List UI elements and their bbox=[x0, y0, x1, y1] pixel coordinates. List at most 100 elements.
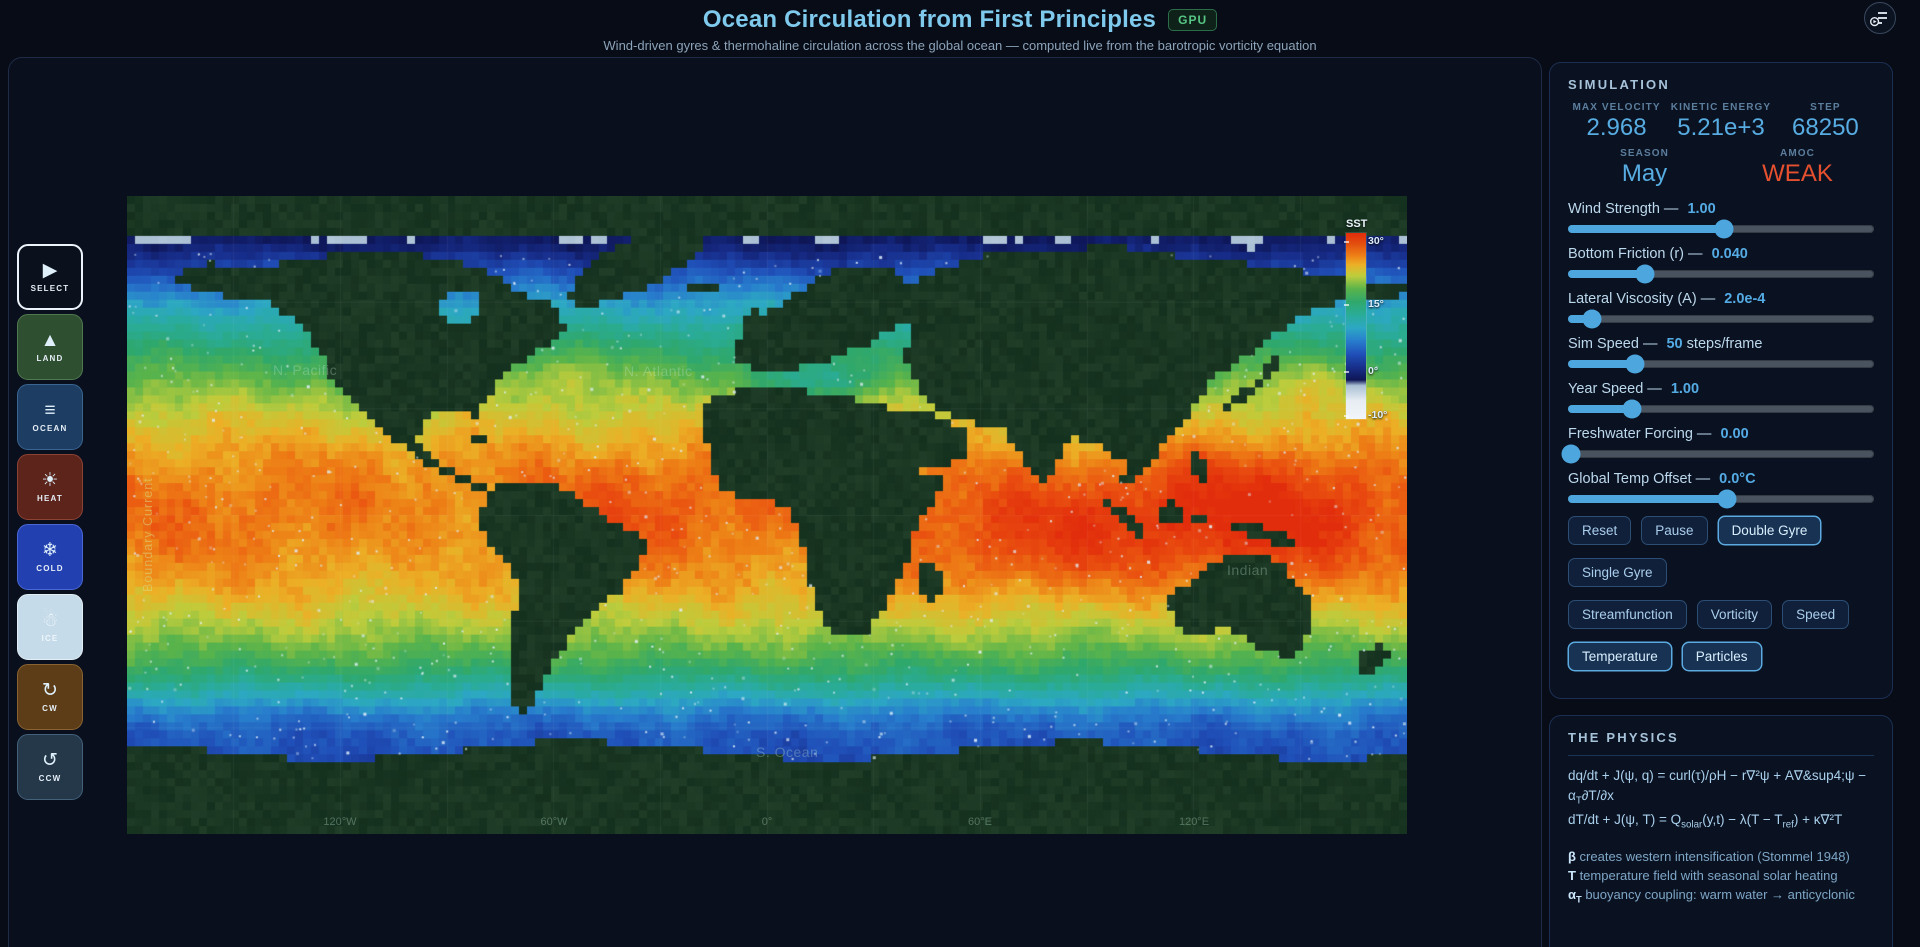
slider-label: Bottom Friction (r) — 0.040 bbox=[1568, 246, 1748, 262]
tool-label: COLD bbox=[36, 564, 64, 573]
page-title: Ocean Circulation from First Principles bbox=[702, 6, 1157, 33]
slider-thumb[interactable] bbox=[1717, 489, 1737, 509]
colorbar-tick-15: 15° bbox=[1344, 297, 1384, 310]
lon-tick-120-w: 120°W bbox=[323, 816, 357, 828]
tool-label: OCEAN bbox=[32, 424, 68, 433]
slider-label: Global Temp Offset — 0.0°C bbox=[1568, 471, 1756, 487]
spacer bbox=[1568, 833, 1874, 847]
simulation-panel-title: SIMULATION bbox=[1568, 77, 1670, 92]
physics-equation: dT/dt + J(ψ, T) = Qsolar(y,t) − λ(T − Tr… bbox=[1568, 811, 1843, 831]
stat-max-velocity: MAX VELOCITY 2.968 bbox=[1568, 102, 1665, 142]
slider-lateral-viscosity-a: Lateral Viscosity (A) — 2.0e-4 bbox=[1568, 291, 1874, 329]
single-gyre-button[interactable]: Single Gyre bbox=[1568, 558, 1667, 587]
tool-ice-button[interactable]: ☃ ICE bbox=[17, 594, 83, 660]
tool-land-button[interactable]: ▲ LAND bbox=[17, 314, 83, 380]
stat-amoc: AMOC WEAK bbox=[1721, 148, 1874, 188]
tool-label: CW bbox=[42, 704, 58, 713]
tool-cold-button[interactable]: ❄ COLD bbox=[17, 524, 83, 590]
slider-freshwater-forcing: Freshwater Forcing — 0.00 bbox=[1561, 426, 1874, 464]
slider-track[interactable] bbox=[1568, 399, 1874, 419]
simulation-panel: SIMULATION MAX VELOCITY 2.968 KINETIC EN… bbox=[1549, 62, 1893, 699]
stat-value: 2.968 bbox=[1586, 114, 1647, 141]
slider-thumb[interactable] bbox=[1625, 354, 1645, 374]
ocean-map[interactable]: N. Pacific N. Atlantic Indian S. Ocean Bound… bbox=[127, 196, 1407, 834]
slider-fill bbox=[1568, 315, 1593, 323]
map-label-n-atlantic: N. Atlantic bbox=[624, 363, 693, 379]
tool-label: CCW bbox=[38, 774, 62, 783]
slider-wind-strength: Wind Strength — 1.00 bbox=[1568, 201, 1874, 239]
map-label-indian: Indian bbox=[1227, 562, 1269, 578]
colorbar-tick-0: 0° bbox=[1343, 364, 1379, 377]
map-label-s-ocean: S. Ocean bbox=[756, 744, 819, 760]
tool-ocean-button[interactable]: ≡ OCEAN bbox=[17, 384, 83, 450]
slider-track[interactable] bbox=[1568, 264, 1874, 284]
particles-button[interactable]: Particles bbox=[1681, 642, 1762, 671]
streamfunction-button[interactable]: Streamfunction bbox=[1568, 600, 1687, 629]
tool-ccw-button[interactable]: ↺ CCW bbox=[17, 734, 83, 800]
temperature-button[interactable]: Temperature bbox=[1568, 642, 1672, 671]
slider-track[interactable] bbox=[1568, 309, 1874, 329]
ocean-lines-icon: ≡ bbox=[44, 400, 56, 421]
tool-select-button[interactable]: ▶ SELECT bbox=[17, 244, 83, 310]
button-group: Reset Pause Double Gyre Single Gyre Streamfu… bbox=[1568, 516, 1874, 671]
colorbar-tick-30: 30° bbox=[1344, 234, 1384, 247]
slider-fill bbox=[1568, 405, 1633, 413]
slider-thumb[interactable] bbox=[1561, 444, 1581, 464]
pause-button[interactable]: Pause bbox=[1641, 516, 1708, 545]
stat-value: May bbox=[1621, 160, 1668, 187]
stat-value: 5.21e+3 bbox=[1677, 114, 1765, 141]
slider-thumb[interactable] bbox=[1714, 219, 1734, 239]
slider-fill bbox=[1568, 360, 1636, 368]
physics-note: αT buoyancy coupling: warm water → antic… bbox=[1568, 887, 1855, 905]
slider-track[interactable] bbox=[1568, 489, 1874, 509]
slider-bottom-friction-r: Bottom Friction (r) — 0.040 bbox=[1568, 246, 1874, 284]
tool-label: HEAT bbox=[37, 494, 63, 503]
map-label-boundary-current: Boundary Current bbox=[141, 477, 155, 592]
colorbar-gradient bbox=[1345, 232, 1367, 420]
colorbar-tick-10: -10° bbox=[1343, 409, 1388, 422]
stats-row-1: MAX VELOCITY 2.968 KINETIC ENERGY 5.21e+… bbox=[1568, 102, 1874, 142]
slider-fill bbox=[1568, 495, 1728, 503]
lon-tick-0: 0° bbox=[761, 816, 773, 828]
double-gyre-button[interactable]: Double Gyre bbox=[1717, 516, 1822, 545]
sun-icon: ☀ bbox=[41, 470, 59, 491]
lon-tick-60-e: 60°E bbox=[968, 816, 992, 828]
slider-global-temp-offset: Global Temp Offset — 0.0°C bbox=[1568, 471, 1874, 509]
list-play-icon bbox=[1870, 12, 1887, 27]
stat-label: MAX VELOCITY bbox=[1572, 102, 1661, 113]
slider-label: Year Speed — 1.00 bbox=[1568, 381, 1700, 397]
slider-label: Lateral Viscosity (A) — 2.0e-4 bbox=[1568, 291, 1766, 307]
slider-thumb[interactable] bbox=[1582, 309, 1602, 329]
tool-cw-button[interactable]: ↻ CW bbox=[17, 664, 83, 730]
slider-thumb[interactable] bbox=[1635, 264, 1654, 284]
simulation-canvas[interactable] bbox=[127, 196, 1407, 834]
slider-thumb[interactable] bbox=[1622, 399, 1642, 419]
vorticity-button[interactable]: Vorticity bbox=[1696, 600, 1773, 629]
slider-track[interactable] bbox=[1561, 444, 1874, 464]
speed-button[interactable]: Speed bbox=[1782, 600, 1850, 629]
stat-value: 68250 bbox=[1792, 114, 1859, 141]
tool-label: LAND bbox=[36, 354, 64, 363]
physics-panel: THE PHYSICS dq/dt + J(ψ, q) = curl(τ)/ρH… bbox=[1549, 715, 1893, 947]
legend-menu-button[interactable] bbox=[1864, 2, 1896, 34]
colorbar-title: SST bbox=[1346, 218, 1368, 230]
stat-step: STEP 68250 bbox=[1777, 102, 1874, 142]
stat-label: STEP bbox=[1810, 102, 1841, 113]
physics-panel-title: THE PHYSICS bbox=[1568, 730, 1679, 745]
slider-track[interactable] bbox=[1568, 354, 1874, 374]
slider-label: Sim Speed — 50 steps/frame bbox=[1568, 336, 1763, 352]
slider-track[interactable] bbox=[1568, 219, 1874, 239]
slider-sim-speed: Sim Speed — 50 steps/frame bbox=[1568, 336, 1874, 374]
reset-button[interactable]: Reset bbox=[1568, 516, 1632, 545]
button-row: Single Gyre bbox=[1568, 558, 1874, 587]
stat-label: KINETIC ENERGY bbox=[1670, 102, 1772, 113]
triangle-land-icon: ▲ bbox=[40, 330, 60, 351]
snowman-icon: ☃ bbox=[41, 610, 59, 631]
slider-label: Wind Strength — 1.00 bbox=[1568, 201, 1716, 217]
slider-group: Wind Strength — 1.00 Bottom Friction (r)… bbox=[1561, 201, 1874, 509]
tool-label: ICE bbox=[41, 634, 59, 643]
map-panel: ▶ SELECT ▲ LAND ≡ OCEAN ☀ HEAT ❄ COLD ☃ … bbox=[8, 57, 1542, 947]
stat-kinetic-energy: KINETIC ENERGY 5.21e+3 bbox=[1665, 102, 1777, 142]
tool-heat-button[interactable]: ☀ HEAT bbox=[17, 454, 83, 520]
